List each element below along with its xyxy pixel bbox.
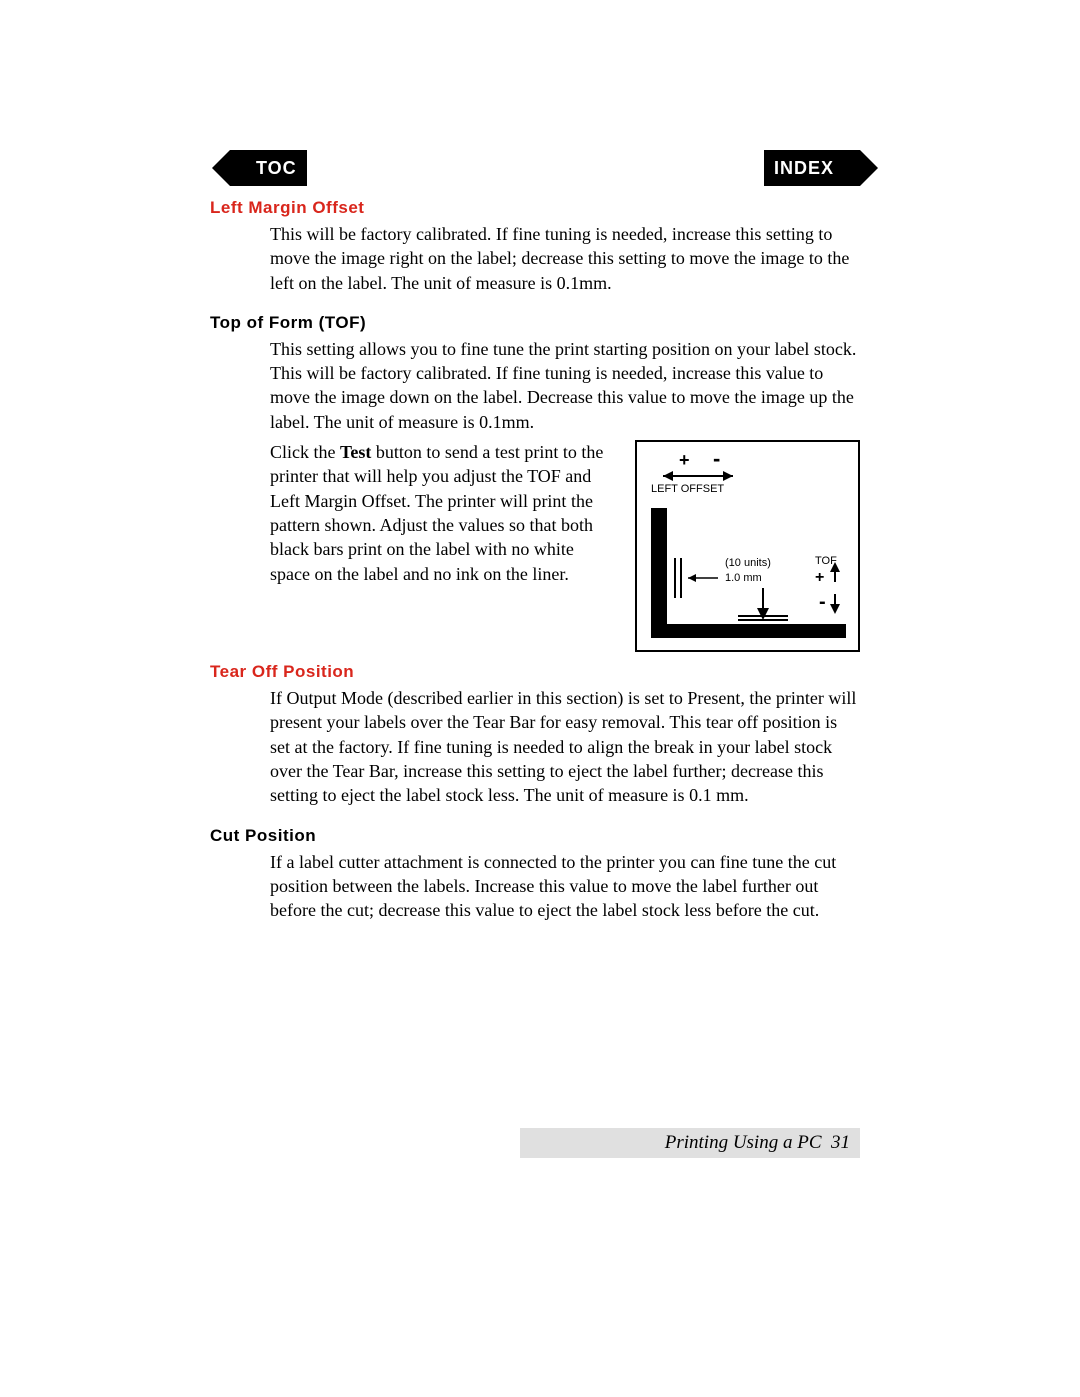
units-label: (10 units): [725, 557, 771, 569]
index-button[interactable]: INDEX: [764, 150, 860, 186]
minus-label-2: -: [819, 591, 826, 613]
plus-label-2: +: [815, 569, 824, 586]
page-footer: Printing Using a PC 31: [520, 1128, 860, 1158]
paragraph: This will be factory calibrated. If fine…: [270, 222, 860, 295]
offset-diagram: + - LEFT OFFSET (10 unit: [635, 440, 860, 652]
body-cut-position: If a label cutter attachment is connecte…: [270, 850, 860, 923]
heading-top-of-form: Top of Form (TOF): [210, 313, 860, 333]
body-tear-off-position: If Output Mode (described earlier in thi…: [270, 686, 860, 807]
text: Click the: [270, 442, 340, 462]
paragraph: This setting allows you to fine tune the…: [270, 337, 860, 434]
body-top-of-form: This setting allows you to fine tune the…: [270, 337, 860, 652]
nav-bar: TOC INDEX: [210, 150, 860, 186]
paragraph: Click the Test button to send a test pri…: [270, 440, 617, 586]
text: button to send a test print to the print…: [270, 442, 603, 583]
bold-test: Test: [340, 442, 371, 462]
paragraph: If Output Mode (described earlier in thi…: [270, 686, 860, 807]
mm-label: 1.0 mm: [725, 572, 762, 584]
page-number: 31: [831, 1132, 850, 1153]
heading-tear-off-position: Tear Off Position: [210, 662, 860, 682]
left-offset-label: LEFT OFFSET: [651, 483, 724, 495]
plus-label: +: [679, 450, 690, 470]
minus-label: -: [713, 448, 720, 471]
body-left-margin-offset: This will be factory calibrated. If fine…: [270, 222, 860, 295]
heading-left-margin-offset: Left Margin Offset: [210, 198, 860, 218]
heading-cut-position: Cut Position: [210, 826, 860, 846]
toc-button[interactable]: TOC: [230, 150, 307, 186]
paragraph: If a label cutter attachment is connecte…: [270, 850, 860, 923]
footer-text: Printing Using a PC: [665, 1132, 822, 1153]
